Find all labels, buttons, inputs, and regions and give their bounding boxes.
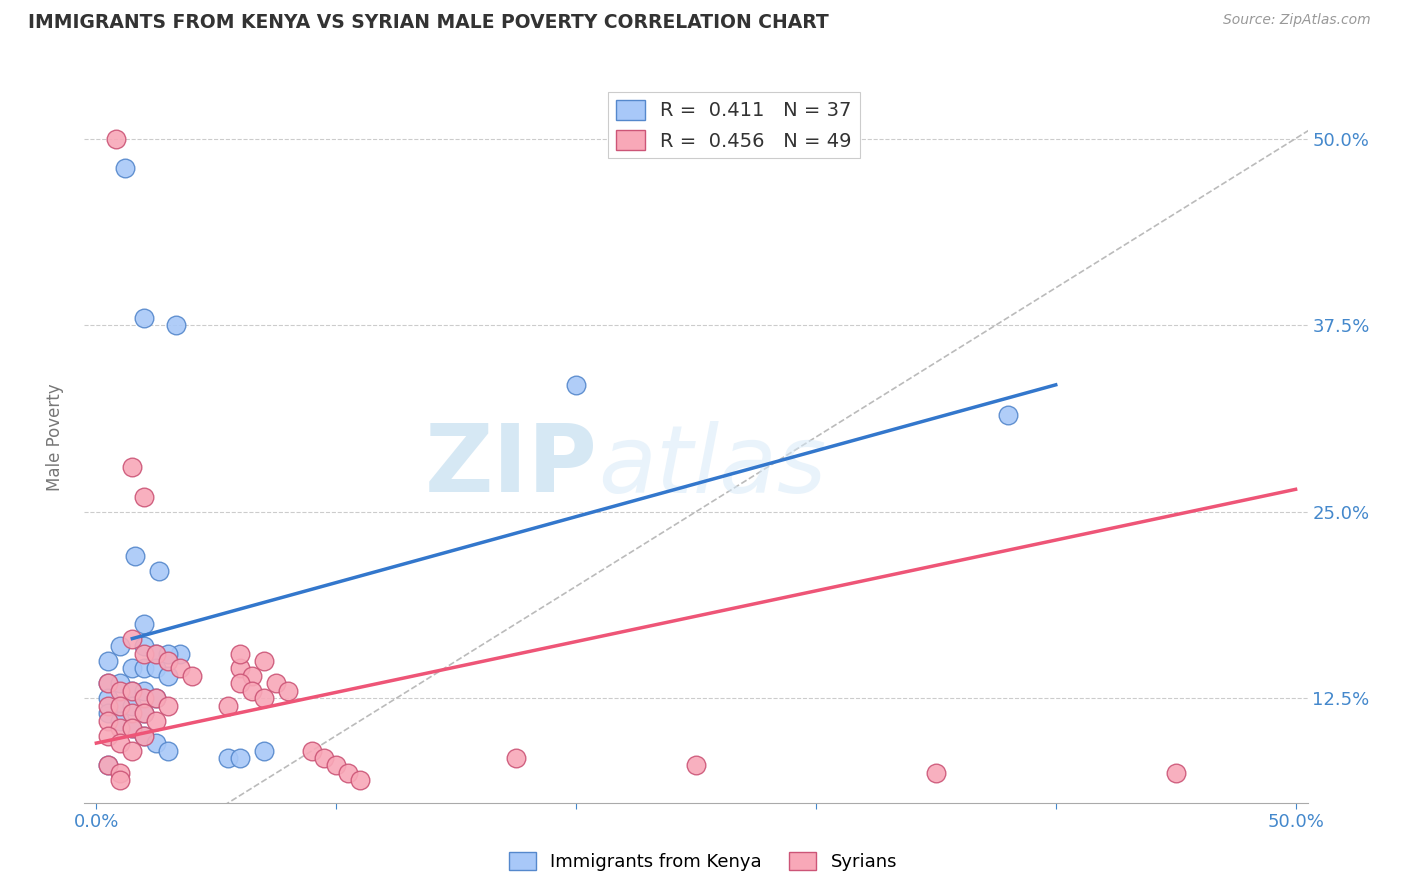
Point bbox=[97, 729, 120, 743]
Point bbox=[997, 408, 1019, 422]
Point bbox=[253, 691, 276, 706]
Point bbox=[134, 691, 156, 706]
Point bbox=[240, 669, 263, 683]
Point bbox=[229, 676, 252, 690]
Point bbox=[134, 729, 156, 743]
Point bbox=[301, 743, 323, 757]
Point bbox=[97, 654, 120, 668]
Point bbox=[217, 698, 239, 713]
Point bbox=[97, 691, 120, 706]
Point bbox=[121, 698, 143, 713]
Point bbox=[685, 758, 707, 772]
Point bbox=[337, 766, 360, 780]
Point bbox=[134, 310, 156, 325]
Point bbox=[169, 647, 191, 661]
Point bbox=[121, 683, 143, 698]
Text: atlas: atlas bbox=[598, 421, 827, 512]
Point bbox=[124, 549, 146, 564]
Text: ZIP: ZIP bbox=[425, 420, 598, 512]
Point bbox=[121, 706, 143, 721]
Point bbox=[314, 751, 336, 765]
Point bbox=[169, 661, 191, 675]
Point bbox=[325, 758, 347, 772]
Point bbox=[505, 751, 527, 765]
Point bbox=[134, 490, 156, 504]
Point bbox=[97, 676, 120, 690]
Point bbox=[121, 632, 143, 646]
Point bbox=[145, 714, 167, 728]
Point bbox=[349, 773, 371, 788]
Point bbox=[134, 729, 156, 743]
Point bbox=[134, 706, 156, 721]
Legend: R =  0.411   N = 37, R =  0.456   N = 49: R = 0.411 N = 37, R = 0.456 N = 49 bbox=[607, 92, 859, 159]
Point bbox=[229, 751, 252, 765]
Point bbox=[253, 743, 276, 757]
Point bbox=[925, 766, 948, 780]
Point bbox=[97, 676, 120, 690]
Point bbox=[157, 647, 180, 661]
Point bbox=[134, 706, 156, 721]
Point bbox=[97, 758, 120, 772]
Point bbox=[114, 161, 136, 176]
Point bbox=[229, 647, 252, 661]
Point bbox=[97, 698, 120, 713]
Point bbox=[277, 683, 299, 698]
Point bbox=[110, 698, 132, 713]
Point bbox=[148, 565, 170, 579]
Point bbox=[253, 654, 276, 668]
Point bbox=[240, 683, 263, 698]
Point bbox=[110, 676, 132, 690]
Point bbox=[110, 773, 132, 788]
Point bbox=[110, 698, 132, 713]
Point bbox=[110, 721, 132, 735]
Point bbox=[217, 751, 239, 765]
Point bbox=[134, 683, 156, 698]
Point bbox=[121, 721, 143, 735]
Text: IMMIGRANTS FROM KENYA VS SYRIAN MALE POVERTY CORRELATION CHART: IMMIGRANTS FROM KENYA VS SYRIAN MALE POV… bbox=[28, 13, 830, 32]
Point bbox=[97, 706, 120, 721]
Point bbox=[145, 647, 167, 661]
Point bbox=[97, 714, 120, 728]
Point bbox=[110, 639, 132, 653]
Point bbox=[110, 714, 132, 728]
Point bbox=[104, 131, 127, 145]
Point bbox=[157, 743, 180, 757]
Point bbox=[134, 647, 156, 661]
Point bbox=[145, 661, 167, 675]
Point bbox=[165, 318, 187, 332]
Point bbox=[157, 654, 180, 668]
Point bbox=[121, 743, 143, 757]
Point bbox=[157, 669, 180, 683]
Point bbox=[134, 661, 156, 675]
Point bbox=[134, 616, 156, 631]
Point bbox=[145, 736, 167, 750]
Y-axis label: Male Poverty: Male Poverty bbox=[45, 384, 63, 491]
Point bbox=[134, 639, 156, 653]
Point bbox=[121, 459, 143, 474]
Point bbox=[97, 758, 120, 772]
Point bbox=[145, 691, 167, 706]
Point bbox=[121, 683, 143, 698]
Point bbox=[565, 377, 588, 392]
Point bbox=[121, 721, 143, 735]
Text: Source: ZipAtlas.com: Source: ZipAtlas.com bbox=[1223, 13, 1371, 28]
Point bbox=[110, 766, 132, 780]
Point bbox=[229, 661, 252, 675]
Point bbox=[110, 683, 132, 698]
Point bbox=[157, 698, 180, 713]
Point bbox=[145, 647, 167, 661]
Point bbox=[1164, 766, 1187, 780]
Point bbox=[264, 676, 287, 690]
Point bbox=[181, 669, 204, 683]
Point bbox=[110, 736, 132, 750]
Point bbox=[121, 661, 143, 675]
Point bbox=[145, 691, 167, 706]
Legend: Immigrants from Kenya, Syrians: Immigrants from Kenya, Syrians bbox=[502, 845, 904, 879]
